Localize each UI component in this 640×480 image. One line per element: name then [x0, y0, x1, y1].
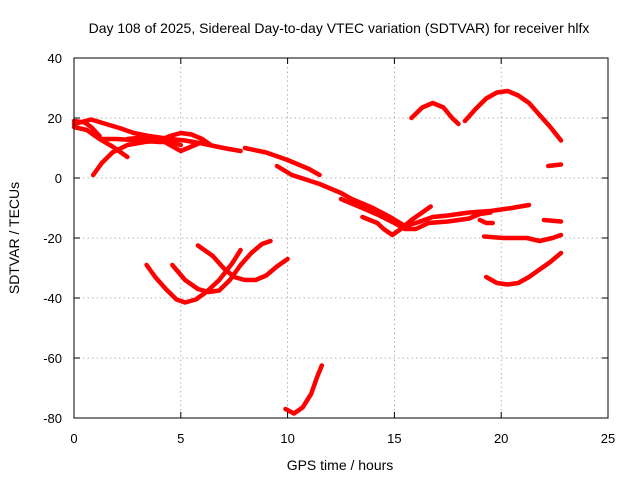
series-arc-19	[170, 238, 273, 295]
series-arc-11	[409, 100, 461, 127]
series-arc-20	[195, 243, 290, 283]
chart-title: Day 108 of 2025, Sidereal Day-to-day VTE…	[89, 20, 590, 36]
series-arc-2	[71, 124, 130, 160]
series-arc-15	[481, 232, 564, 244]
x-tick-label: 0	[70, 431, 77, 446]
y-tick-label: -80	[43, 411, 62, 426]
x-tick-label: 10	[280, 431, 294, 446]
x-tick-label: 20	[494, 431, 508, 446]
y-tick-label: -40	[43, 291, 62, 306]
series-arc-6	[125, 135, 205, 154]
series-layer	[71, 88, 564, 416]
y-tick-label: -20	[43, 231, 62, 246]
x-tick-label: 5	[177, 431, 184, 446]
x-axis-title: GPS time / hours	[287, 457, 394, 473]
series-arc-14	[541, 217, 564, 224]
y-tick-label: 20	[48, 111, 62, 126]
series-arc-7	[242, 145, 322, 178]
x-tick-label: 25	[601, 431, 615, 446]
series-arc-9	[338, 196, 493, 232]
x-tick-label: 15	[387, 431, 401, 446]
y-tick-label: -60	[43, 351, 62, 366]
tick-layer: 0 5 10 15 20 25 -80 -60 -40 -20 0 20 40	[43, 51, 615, 446]
series-arc-13	[545, 162, 564, 169]
series-arc-17	[477, 217, 495, 226]
y-axis-title: SDTVAR / TECUs	[6, 182, 22, 294]
series-arc-12	[462, 88, 564, 143]
y-tick-label: 0	[55, 171, 62, 186]
series-arc-16	[483, 250, 564, 287]
series-arc-21	[283, 363, 325, 416]
y-tick-label: 40	[48, 51, 62, 66]
series-arc-10	[360, 204, 433, 238]
